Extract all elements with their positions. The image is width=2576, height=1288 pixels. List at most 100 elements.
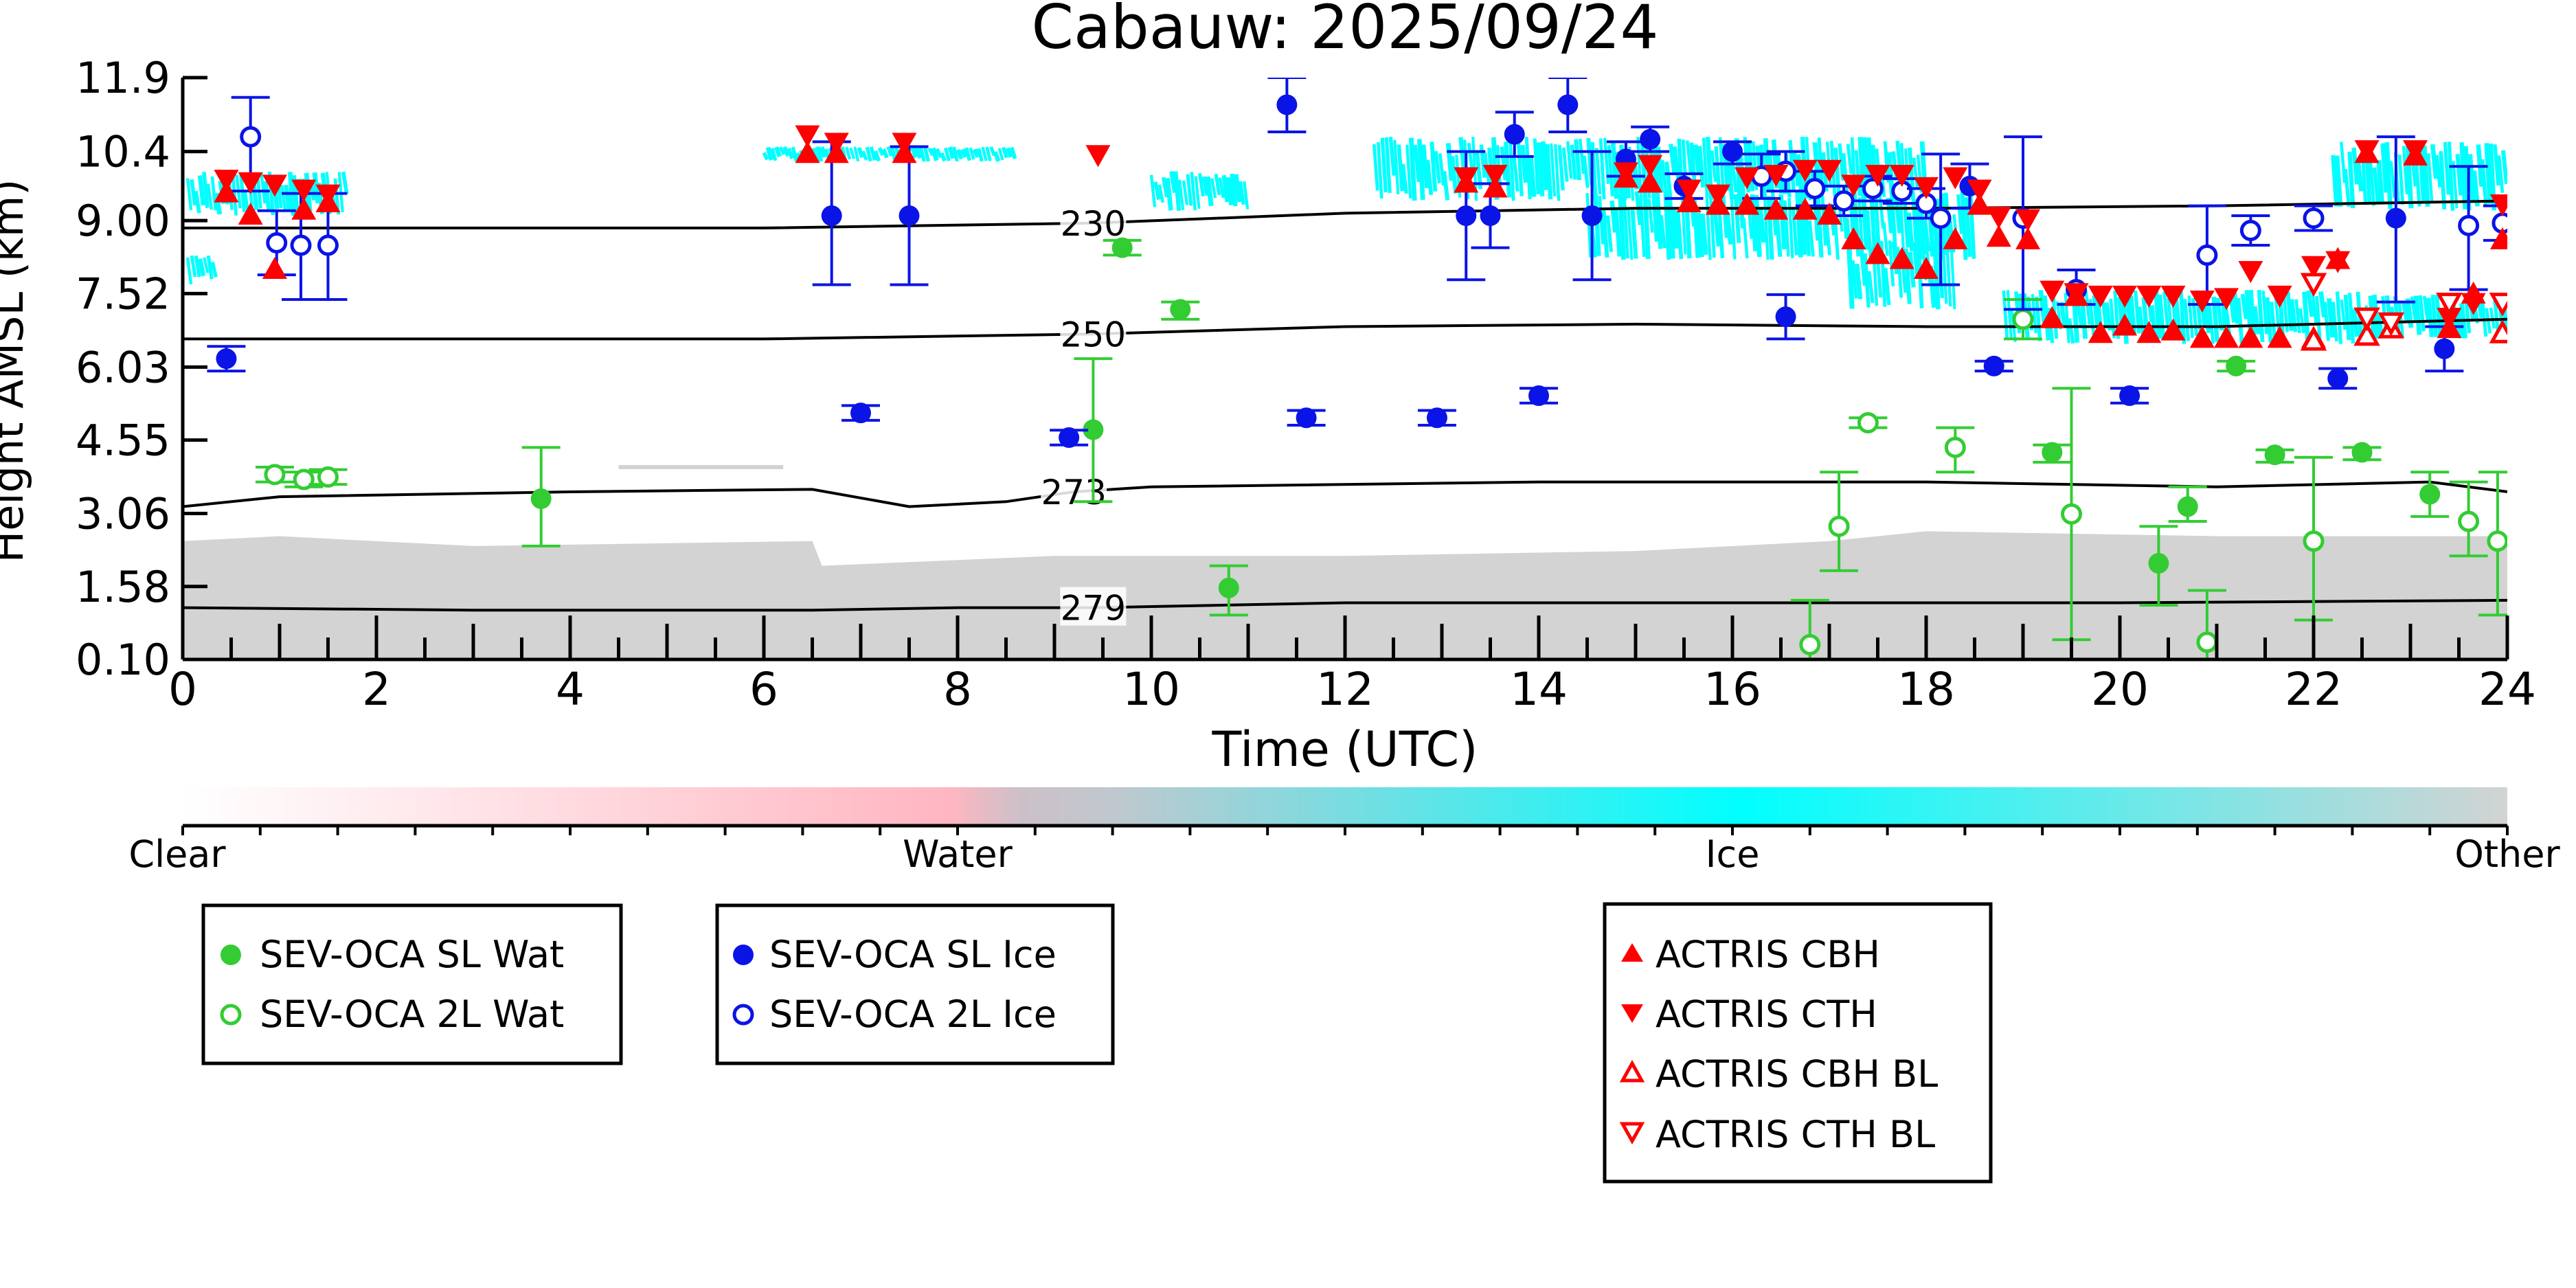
ice-streak [910, 147, 918, 159]
legend-marker-open-triangle-up [1619, 1059, 1645, 1083]
ice-streak [877, 147, 885, 157]
ice-streak [2430, 144, 2439, 179]
data-point [2434, 338, 2455, 359]
data-point [1775, 306, 1796, 328]
data-point [1804, 178, 1826, 200]
ice-streak [2413, 295, 2422, 335]
ice-streak [1593, 193, 1601, 256]
ice-streak [1557, 144, 1565, 191]
ice-streak [1458, 137, 1467, 171]
ice-streak [1157, 184, 1164, 203]
colorbar: Clear Water Ice Other [128, 787, 2560, 876]
data-point [1059, 427, 1080, 448]
data-point [1426, 407, 1447, 429]
data-point [2353, 321, 2380, 346]
ice-streak [190, 255, 197, 278]
ice-streak [2006, 290, 2013, 338]
data-point [2042, 442, 2063, 463]
isotherm-lines: 230 250 273 279 [183, 199, 2507, 629]
data-point [2160, 285, 2186, 308]
ice-streak [2183, 299, 2191, 341]
ice-streak [2064, 293, 2070, 343]
ice-streak [936, 148, 942, 159]
ice-streak [1685, 140, 1693, 174]
ice-streak [2323, 302, 2331, 341]
ice-streak [1725, 212, 1733, 245]
ice-streak [2232, 292, 2240, 324]
ice-streak [762, 152, 769, 161]
ice-streak [1388, 136, 1396, 176]
ice-streak [791, 146, 798, 162]
ice-streak [1700, 213, 1708, 256]
ice-streak [239, 172, 247, 212]
data-point [1454, 167, 1479, 190]
x-tick-label: 14 [1510, 663, 1568, 716]
ice-streak [2092, 295, 2101, 328]
data-point [2300, 326, 2327, 351]
ice-streak [2426, 297, 2434, 337]
data-point [262, 256, 287, 279]
data-point [1857, 411, 1879, 433]
ice-streak [2318, 291, 2327, 318]
isotherm-label-bg [1060, 587, 1127, 626]
data-point [795, 141, 820, 163]
data-point [2303, 530, 2325, 552]
data-point [2040, 306, 2065, 328]
ice-streak [1778, 194, 1787, 250]
data-point [2377, 312, 2405, 337]
data-point [2239, 220, 2261, 242]
ice-streak [1717, 206, 1725, 259]
ice-streak [2489, 307, 2496, 329]
data-point [1983, 355, 2004, 376]
ice-streak [1846, 144, 1853, 174]
ice-streak [2410, 296, 2417, 321]
data-point [1828, 515, 1850, 537]
legend-label: ACTRIS CTH BL [1656, 1113, 1935, 1156]
legend-box [715, 903, 1115, 1065]
data-point [2461, 293, 2486, 315]
ice-streak [1198, 172, 1205, 197]
ice-streak [2265, 297, 2273, 343]
data-point [1705, 184, 1730, 207]
series-sev-oca-2l-wat [255, 298, 2507, 659]
ice-streak [185, 257, 193, 285]
x-tick-label: 2 [362, 663, 391, 716]
ice-streak [964, 147, 972, 161]
ice-streak [2331, 302, 2338, 342]
data-point [2136, 285, 2162, 308]
legend-water: SEV-OCA SL Wat SEV-OCA 2L Wat [201, 903, 623, 1065]
ice-streak [1663, 191, 1671, 260]
ice-streak [1201, 176, 1210, 196]
ice-streak [1733, 194, 1741, 243]
ice-streak [2481, 299, 2488, 337]
legend-marker-open-triangle-down [1619, 1122, 1645, 1145]
ice-class-region [1149, 170, 1250, 212]
ice-streak [2459, 142, 2467, 210]
ice-streak [773, 146, 782, 158]
ice-streak [1519, 144, 1528, 183]
legend-label: ACTRIS CTH [1656, 993, 1877, 1036]
data-point [2064, 283, 2089, 306]
ice-streak [2138, 306, 2145, 336]
series-sev-oca-2l-ice [231, 95, 2507, 311]
ice-streak [2335, 155, 2343, 207]
ice-streak [2427, 152, 2434, 203]
ice-streak [952, 146, 959, 162]
ice-streak [1230, 173, 1238, 207]
ice-streak [1162, 177, 1169, 198]
ice-streak [1512, 156, 1519, 192]
ice-streak [203, 257, 210, 273]
data-point [1504, 124, 1525, 145]
data-point [1799, 633, 1821, 655]
ice-streak [1238, 181, 1245, 205]
ice-streak [1766, 196, 1774, 260]
ice-streak [1450, 156, 1458, 194]
ice-streak [1705, 194, 1712, 260]
y-tick-label: 10.4 [76, 127, 170, 177]
y-tick-label: 6.03 [76, 342, 170, 392]
data-point [1943, 167, 1968, 190]
data-point [2353, 307, 2380, 332]
y-tick-label: 4.55 [76, 416, 170, 466]
data-point [1889, 247, 1914, 269]
data-point [2267, 326, 2292, 348]
